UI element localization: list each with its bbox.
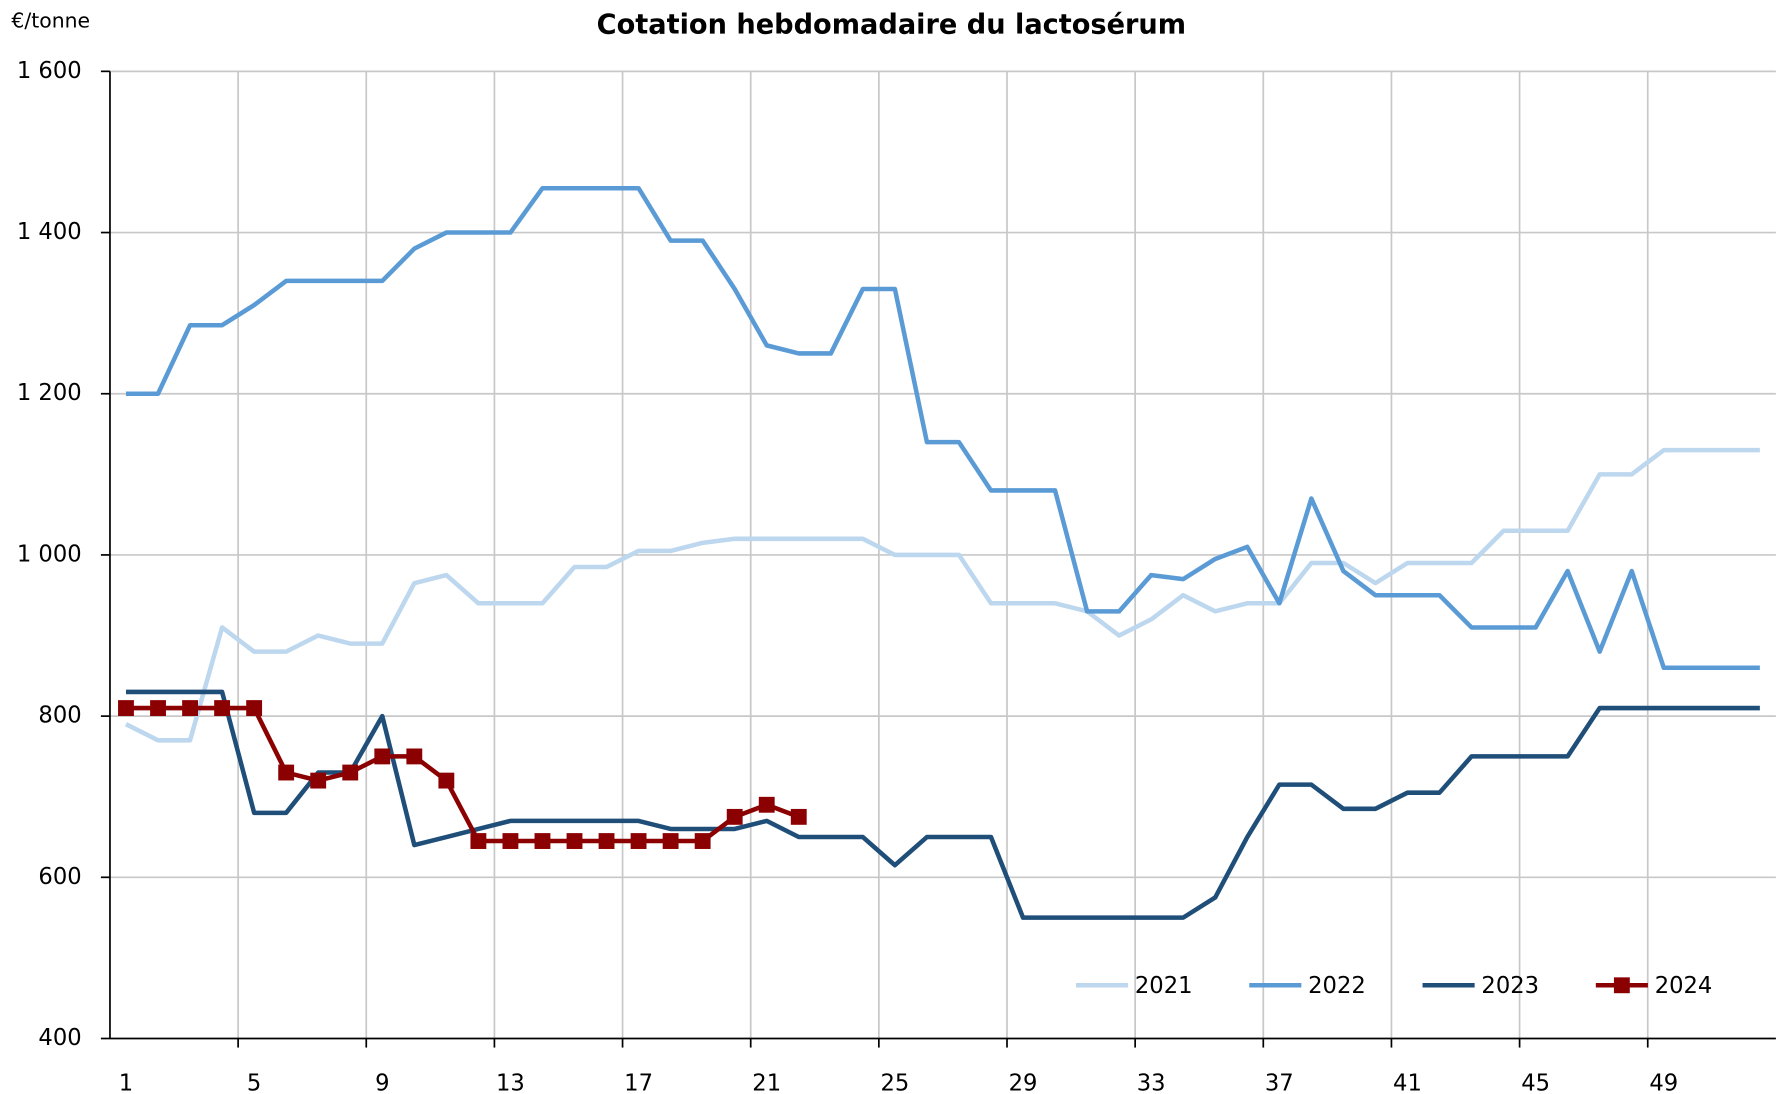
y-tick-label: 1 000: [17, 541, 82, 567]
point-marker: [790, 808, 807, 825]
point-marker: [502, 833, 519, 849]
series-line: [124, 447, 1760, 743]
point-marker: [214, 700, 231, 716]
point-marker: [150, 700, 166, 716]
x-tick-label: 33: [1137, 1070, 1166, 1094]
legend-marker: [1613, 977, 1630, 994]
point-marker: [342, 764, 359, 781]
point-marker: [534, 833, 551, 849]
legend-label: 2021: [1135, 973, 1193, 999]
x-tick-label: 5: [247, 1070, 261, 1094]
point-marker: [758, 796, 775, 813]
y-tick-label: 1 200: [17, 380, 82, 406]
point-marker: [726, 808, 743, 825]
legend-label: 2024: [1655, 973, 1713, 999]
x-tick-label: 29: [1009, 1070, 1038, 1094]
x-tick-label: 13: [496, 1070, 525, 1094]
x-tick-label: 41: [1393, 1070, 1422, 1094]
chart-title: Cotation hebdomadaire du lactosérum: [597, 10, 1186, 41]
x-tick-label: 49: [1649, 1070, 1678, 1094]
legend-label: 2023: [1481, 973, 1539, 999]
y-tick-label: 1 400: [17, 219, 82, 245]
x-tick-label: 37: [1265, 1070, 1294, 1094]
point-marker: [246, 700, 263, 716]
point-marker: [278, 764, 295, 781]
series-line: [125, 185, 1760, 671]
point-marker: [470, 833, 487, 849]
y-tick-label: 600: [38, 864, 81, 890]
point-marker: [438, 772, 455, 789]
y-tick-label: 400: [38, 1025, 81, 1051]
point-marker: [598, 833, 615, 849]
point-marker: [310, 772, 327, 789]
x-tick-label: 21: [752, 1070, 781, 1094]
x-tick-label: 25: [880, 1070, 909, 1094]
series-line: [125, 705, 800, 844]
y-tick-label: 1 600: [17, 58, 82, 84]
x-tick-label: 45: [1521, 1070, 1550, 1094]
x-tick-label: 9: [375, 1070, 389, 1094]
point-marker: [662, 833, 679, 849]
y-tick-label: 800: [38, 703, 81, 729]
point-marker: [118, 700, 134, 716]
x-tick-label: 17: [624, 1070, 653, 1094]
point-marker: [566, 833, 583, 849]
legend-label: 2022: [1308, 973, 1366, 999]
series-line: [125, 689, 1760, 920]
point-marker: [182, 700, 198, 716]
point-marker: [374, 748, 391, 765]
x-tick-label: 1: [119, 1070, 133, 1094]
y-axis-label: €/tonne: [11, 9, 90, 33]
point-marker: [630, 833, 647, 849]
point-marker: [406, 748, 423, 765]
point-marker: [694, 833, 711, 849]
